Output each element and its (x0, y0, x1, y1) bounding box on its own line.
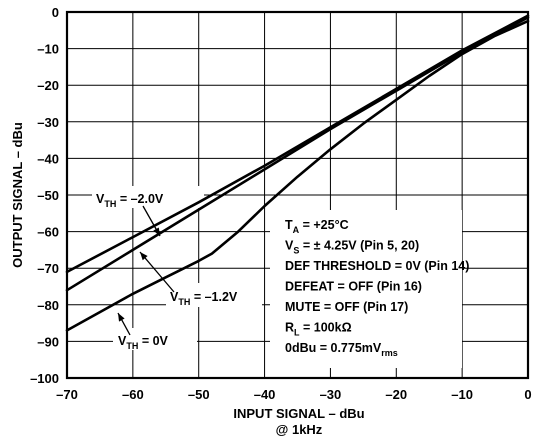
curve-layer (65, 10, 530, 380)
series-label: VTH = –1.2V (170, 290, 238, 307)
mask-layer (92, 186, 462, 368)
test-condition: TA = +25°C (285, 218, 349, 235)
annotation-layer: VTH = –2.0V VTH = –1.2V VTH = 0V TA = +25°C… (96, 192, 469, 358)
series-label: VTH = 0V (118, 334, 169, 351)
curve-vth-minus-2v (65, 14, 530, 274)
series-label: VTH = –2.0V (96, 192, 164, 209)
tick-layer: –70 –60 –50 –40 –30 –20 –10 00–10–20–30–40–50–6… (30, 5, 532, 402)
test-condition: DEF THRESHOLD = 0V (Pin 14) (285, 259, 469, 273)
x-tick-label: –30 (320, 387, 342, 402)
y-tick-label: –70 (37, 261, 59, 276)
y-axis-title: OUTPUT SIGNAL – dBu (10, 122, 25, 268)
curve-vth-minus-1-2v (65, 16, 530, 292)
y-tick-label: –40 (37, 151, 59, 166)
y-tick-label: –90 (37, 334, 59, 349)
arrowhead (153, 227, 160, 236)
y-tick-label: –50 (37, 188, 59, 203)
arrowhead (118, 313, 125, 322)
x-axis-subtitle: @ 1kHz (276, 422, 323, 437)
y-tick-label: 0 (52, 5, 59, 20)
label-background (270, 210, 462, 368)
test-condition: RL = 100kΩ (285, 321, 352, 338)
label-arrow (139, 251, 175, 293)
label-background (166, 283, 262, 307)
y-tick-label: –100 (30, 371, 59, 386)
x-tick-label: –70 (56, 387, 78, 402)
x-tick-label: –50 (188, 387, 210, 402)
y-tick-label: –20 (37, 78, 59, 93)
x-axis-title: INPUT SIGNAL – dBu (233, 406, 364, 421)
arrowhead (140, 252, 148, 261)
x-tick-label: 0 (524, 387, 531, 402)
x-tick-label: –10 (451, 387, 473, 402)
label-background (92, 186, 204, 208)
y-tick-label: –10 (37, 42, 59, 57)
y-tick-label: –80 (37, 298, 59, 313)
y-tick-label: –30 (37, 115, 59, 130)
curve-vth-0v (65, 19, 530, 332)
test-condition: DEFEAT = OFF (Pin 16) (285, 280, 422, 294)
x-tick-label: –60 (122, 387, 144, 402)
label-background (113, 328, 197, 350)
test-condition: 0dBu = 0.775mVrms (285, 341, 398, 358)
test-condition: MUTE = OFF (Pin 17) (285, 300, 408, 314)
test-condition: VS = ± 4.25V (Pin 5, 20) (285, 239, 419, 256)
x-tick-label: –20 (385, 387, 407, 402)
plot-frame (65, 10, 530, 380)
y-tick-label: –60 (37, 225, 59, 240)
x-tick-label: –40 (254, 387, 276, 402)
